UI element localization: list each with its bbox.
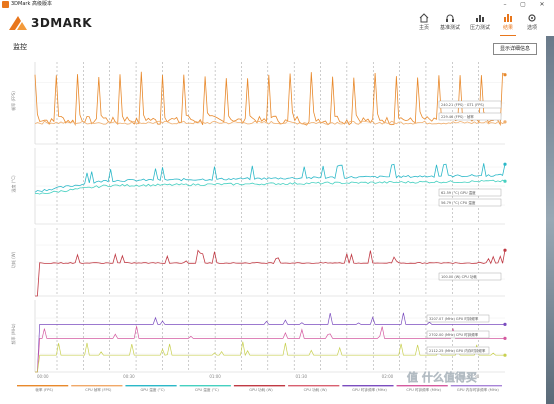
show-details-button[interactable]: 显示详细信息 [492,43,537,55]
series-line [34,179,506,195]
top-nav: 3DMARK 主页 基准测试 压力测试 结果 选项 [0,9,554,36]
value-tooltip [438,112,502,121]
app-icon [2,1,9,8]
x-tick-label: 01:00 [209,374,221,379]
page-title: 监控 [13,43,27,51]
nav-benchmarks[interactable]: 基准测试 [436,12,464,36]
legend-swatch [450,385,502,387]
headset-icon [446,14,454,22]
value-tooltip [438,198,502,207]
y-axis-label: 帧率 (FPS) [10,91,16,111]
series-endpoint [503,179,507,183]
legend-swatch [288,385,340,387]
value-tooltip-text: 62.59 (°C) GPU 温度 [441,190,476,195]
value-tooltip-text: 240.21 (FPS) · GT1 (FPS) [441,103,485,107]
monitor-panel: 监控 显示详细信息 帧率 (FPS) 240.21 (FPS) · GT1 (FP… [7,38,545,394]
value-tooltip [426,330,490,339]
series-endpoint [503,336,507,340]
nav-benchmarks-label: 基准测试 [439,25,460,31]
legend-swatch [125,385,177,387]
series-endpoint [503,353,507,357]
legend-swatch [233,385,286,387]
x-tick-label: 00:30 [123,374,135,379]
value-tooltip-text: 2112.25 (MHz) GPU 内存时钟频率 [429,348,486,353]
series-endpoint [503,248,507,252]
background-strip [546,36,554,404]
nav-home[interactable]: 主页 [410,12,438,36]
value-tooltip-text: 2702.00 (MHz) CPU 时钟频率 [429,332,479,337]
series-line [35,249,506,297]
legend-label: CPU 时钟频率 (MHz) [406,387,441,392]
title-bar: 3DMark 高级版本 – ▢ ✕ [0,0,554,9]
legend-swatch [396,385,448,387]
legend-label: CPU 功耗 (W) [304,387,328,392]
legend-swatch [179,385,231,387]
value-tooltip [438,100,502,109]
nav-stress-tests-label: 压力测试 [469,25,490,31]
legend-label: GPU 功耗 (W) [249,387,273,392]
value-tooltip [426,346,490,355]
legend-swatch [71,385,123,387]
x-tick-label: 02:30 [468,374,480,379]
minimize-button[interactable]: – [503,1,507,8]
series-line [35,341,505,373]
legend-label: CPU 帧率 (FPS) [85,387,112,392]
results-chart-icon [504,14,512,22]
series-endpoint [503,73,507,77]
nav-results-label: 结果 [502,25,513,31]
nav-options[interactable]: 选项 [518,12,546,36]
legend-label: GPU 温度 (°C) [140,387,165,392]
logo-text: 3DMARK [31,16,93,30]
legend-swatch [342,385,394,387]
x-tick-label: 01:30 [296,374,308,379]
series-line [35,312,505,373]
series-endpoint [503,322,507,326]
nav-results[interactable]: 结果 [494,12,522,36]
y-axis-label: 温度 (°C) [10,175,16,193]
nav-options-label: 选项 [526,25,537,31]
close-button[interactable]: ✕ [539,1,545,8]
nav-stress-tests[interactable]: 压力测试 [466,12,494,36]
bar-chart-icon [476,15,484,22]
series-endpoint [503,120,507,124]
value-tooltip-text: 56.79 (°C) CPU 温度 [441,200,476,205]
value-tooltip [438,272,502,281]
series-line [34,71,506,127]
series-line [34,163,506,193]
watermark: 值 什么值得买 [407,370,477,384]
legend-label: GPU 内存时钟频率 (MHz) [457,387,500,392]
value-tooltip-text: 3207.07 (MHz) GPU 时钟频率 [429,316,479,321]
maximize-button[interactable]: ▢ [520,1,526,8]
value-tooltip [426,314,490,323]
legend-label: GPU 时钟频率 (MHz) [352,387,387,392]
y-axis-label: 频率 (MHz) [10,323,16,344]
legend-label: CPU 温度 (°C) [195,387,219,392]
y-axis-label: 功耗 (W) [10,251,16,268]
nav-home-label: 主页 [418,25,429,31]
series-endpoint [503,162,507,166]
monitoring-charts: 帧率 (FPS) 240.21 (FPS) · GT1 (FPS) 229.46 (… [10,62,507,392]
legend-swatch [17,385,69,387]
3dmark-logo-icon [9,16,27,30]
value-tooltip-text: 229.46 (FPS) · 帧率 [441,114,474,119]
series-line [34,120,506,125]
x-tick-label: 02:00 [382,374,394,379]
value-tooltip-text: 100.00 (W) CPU 功耗 [441,274,477,279]
home-icon [419,13,429,23]
legend-label: 帧率 (FPS) [35,387,53,392]
series-line [35,326,505,373]
window-title: 3DMark 高级版本 [11,1,52,7]
x-tick-label: 00:00 [37,374,49,379]
active-tab-indicator [500,35,516,36]
value-tooltip [438,188,502,197]
gear-icon [528,14,536,22]
